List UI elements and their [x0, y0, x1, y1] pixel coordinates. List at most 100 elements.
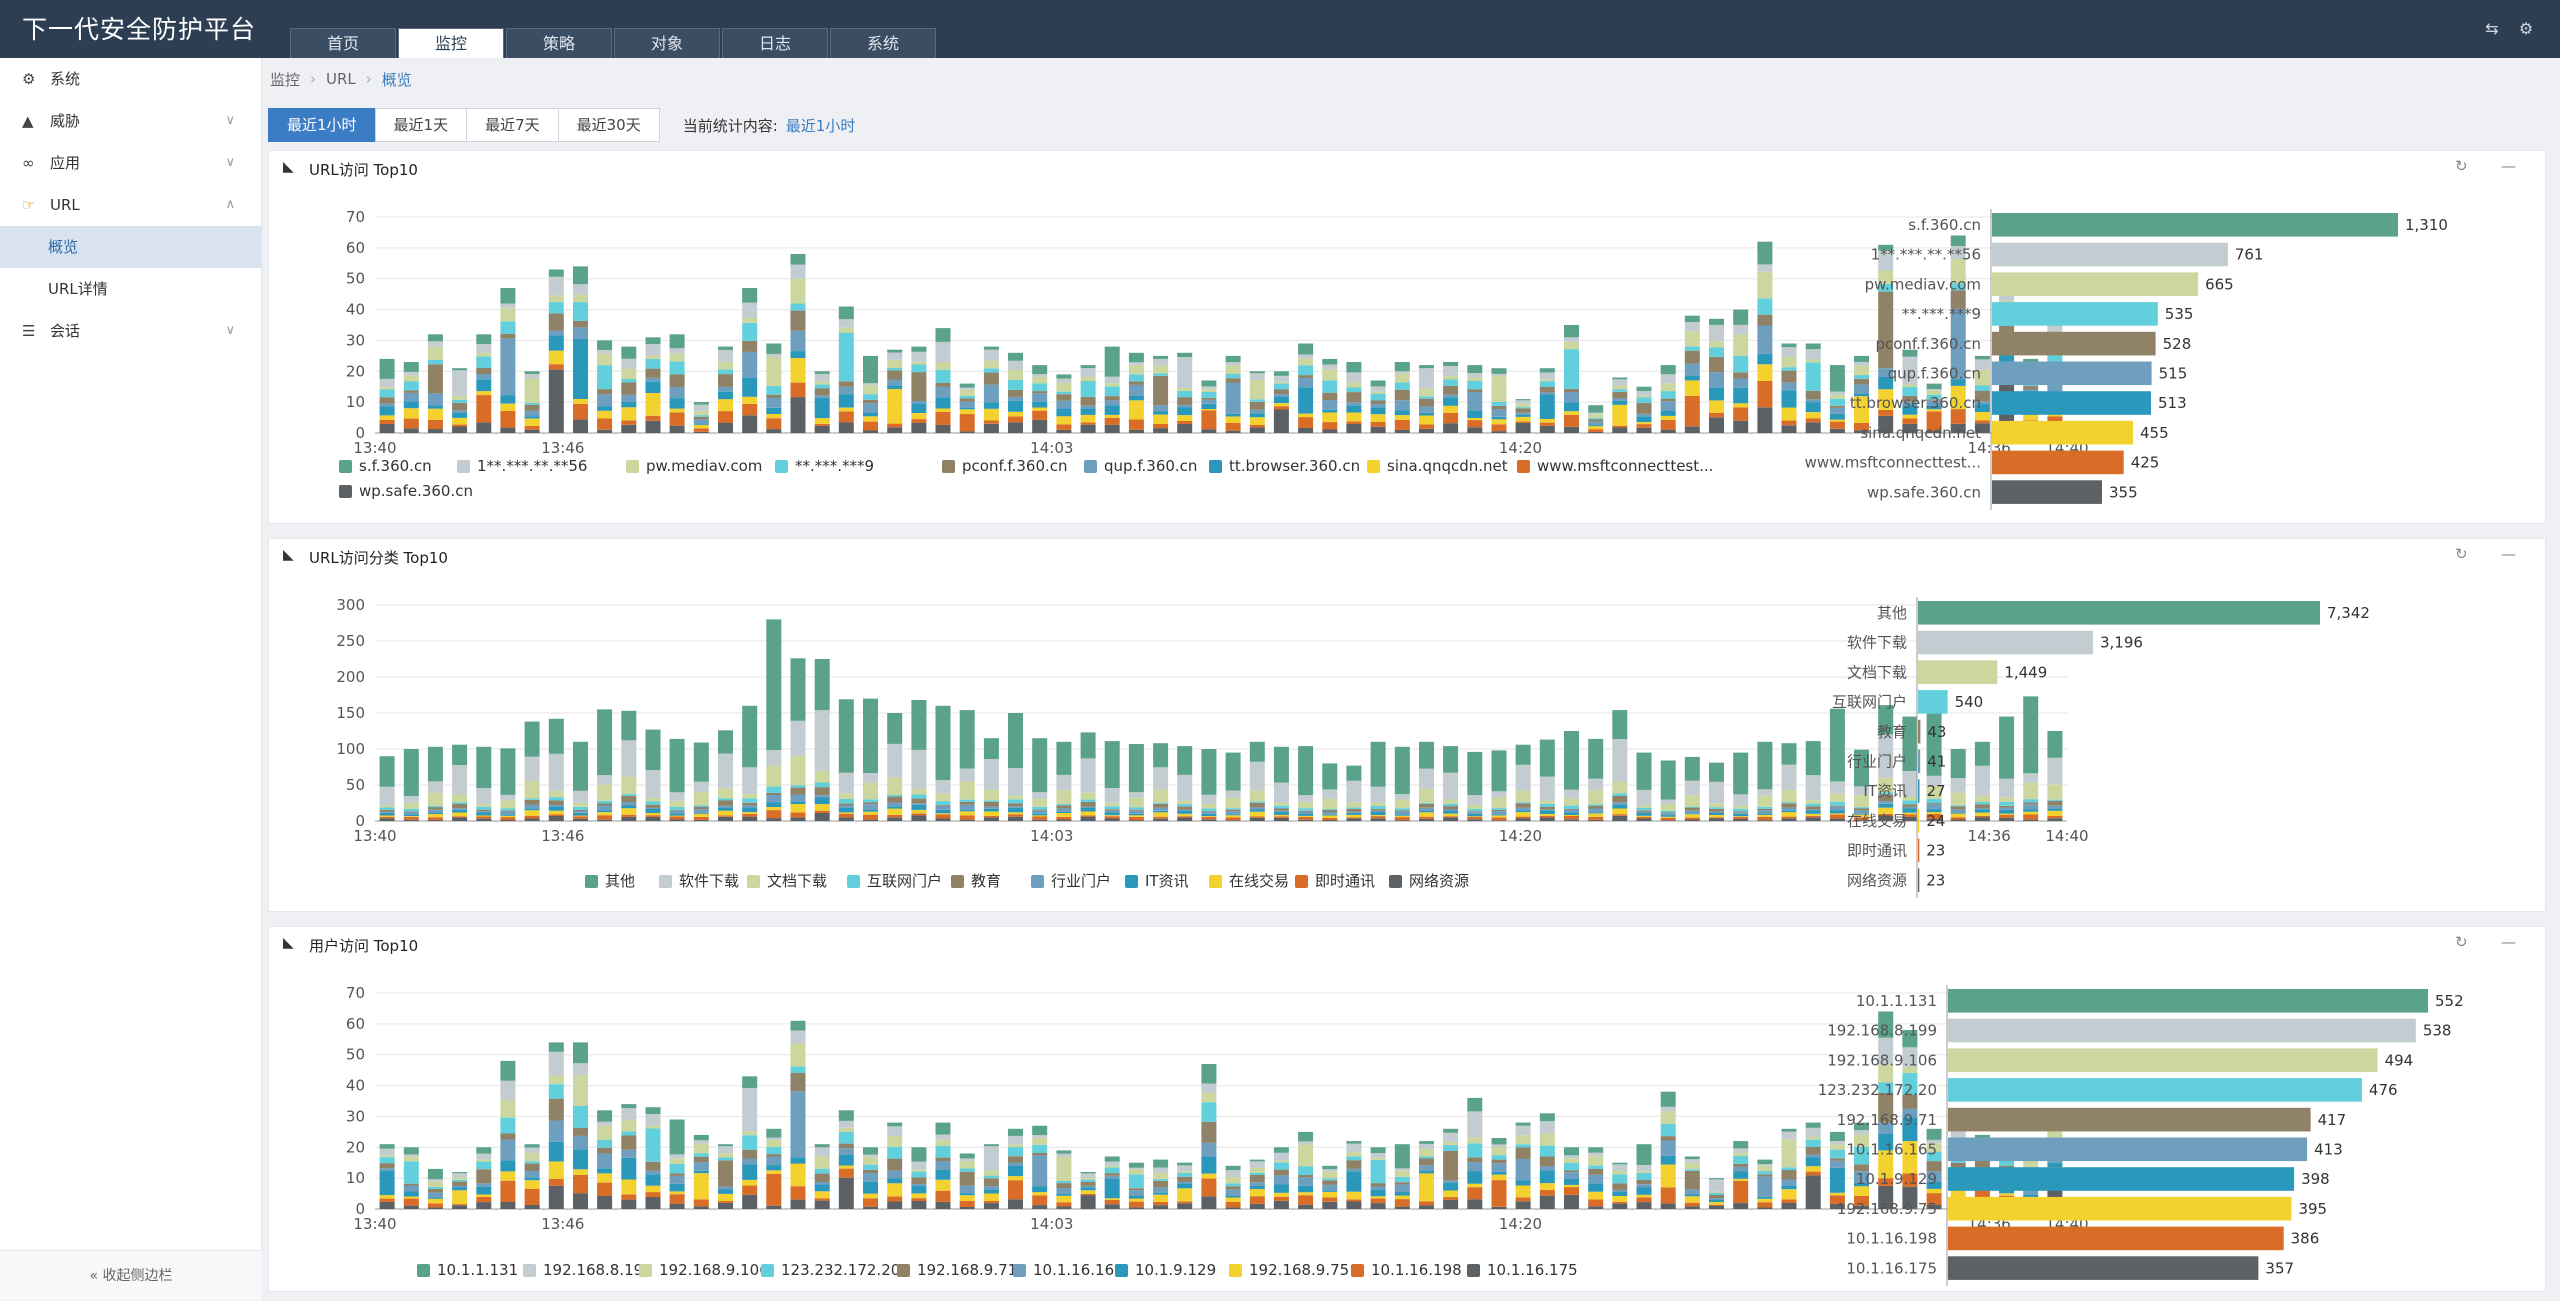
filter-1-hour-button[interactable]: 最近1小时 [268, 108, 376, 142]
bar-segment [766, 802, 782, 807]
tab-monitor[interactable]: 监控 [398, 28, 504, 58]
bar-segment [1153, 1172, 1169, 1180]
bar-segment [2023, 696, 2039, 774]
bar-segment [766, 1154, 782, 1157]
filter-1-day-button[interactable]: 最近1天 [374, 108, 468, 142]
tab-system[interactable]: 系统 [830, 28, 936, 58]
breadcrumb-item[interactable]: 监控 [270, 70, 301, 89]
sidebar-item-threat[interactable]: ▲ 威胁 ∨ [0, 100, 261, 142]
bar-segment [693, 416, 709, 420]
bar-segment [838, 407, 854, 412]
hbar-category-label: 192.168.9.71 [1837, 1111, 1937, 1129]
bar-segment [1805, 1147, 1821, 1155]
bar-segment [645, 729, 661, 770]
bar-segment [1926, 389, 1942, 391]
breadcrumb-item[interactable]: URL [326, 70, 356, 88]
sidebar-item-url[interactable]: ☞ URL ∧ [0, 184, 261, 226]
tab-log[interactable]: 日志 [722, 28, 828, 58]
bar-segment [790, 1066, 806, 1073]
bar-segment [524, 815, 540, 819]
legend-label: 行业门户 [1051, 872, 1111, 890]
bar-segment [959, 1193, 975, 1196]
sidebar-item-system[interactable]: ⚙ 系统 [0, 58, 261, 100]
minimize-icon[interactable]: — [2501, 157, 2516, 175]
stat-label: 当前统计内容: [682, 116, 778, 135]
bar-segment [1757, 353, 1773, 365]
language-icon[interactable]: ⇆ [2485, 19, 2499, 38]
bar-segment [1249, 1172, 1265, 1175]
bar-segment [1781, 1179, 1797, 1186]
bar-segment [1564, 1163, 1579, 1171]
bar-segment [1443, 397, 1459, 406]
bar-segment [983, 759, 999, 790]
bar-segment [1008, 1176, 1023, 1181]
hbar-category-label: www.msftconnecttest... [1805, 454, 1981, 472]
bar-segment [693, 1170, 709, 1174]
legend-swatch [639, 1264, 652, 1277]
filter-7-days-button[interactable]: 最近7天 [466, 108, 559, 142]
tab-object[interactable]: 对象 [614, 28, 720, 58]
bar-segment [1491, 814, 1507, 816]
refresh-icon[interactable]: ↻ [2455, 933, 2468, 951]
bar-segment [500, 1100, 516, 1118]
bar-segment [452, 402, 468, 411]
bar-segment [1225, 815, 1241, 818]
bar-segment [1878, 389, 1894, 410]
bar-segment [1443, 1180, 1459, 1183]
sidebar-item-app[interactable]: ∞ 应用 ∨ [0, 142, 261, 184]
bar-segment [1926, 405, 1942, 410]
refresh-icon[interactable]: ↻ [2455, 157, 2468, 175]
bar-segment [1684, 819, 1700, 821]
bar-segment [1491, 1138, 1507, 1145]
filter-30-days-button[interactable]: 最近30天 [557, 108, 660, 142]
bar-segment [1008, 1135, 1023, 1145]
bar-segment [983, 360, 999, 369]
bar-segment [452, 395, 468, 400]
bar-segment [1515, 764, 1531, 791]
collapse-sidebar-button[interactable]: « 收起侧边栏 [0, 1250, 262, 1300]
bar-segment [1419, 768, 1434, 789]
minimize-icon[interactable]: — [2501, 933, 2516, 951]
bar-segment [1950, 409, 1966, 424]
sliders-icon: ☰ [22, 322, 36, 340]
bar-segment [1757, 1174, 1773, 1177]
chevron-down-icon: ∨ [225, 113, 235, 128]
bar-segment [403, 796, 419, 803]
sidebar-subitem-url-detail[interactable]: URL详情 [48, 280, 108, 298]
bar-segment [1684, 807, 1700, 811]
refresh-icon[interactable]: ↻ [2455, 545, 2468, 563]
bar-segment [1636, 424, 1652, 428]
sidebar-item-session[interactable]: ☰ 会话 ∨ [0, 310, 261, 352]
bar-segment [403, 1191, 419, 1197]
minimize-icon[interactable]: — [2501, 545, 2516, 563]
sidebar-subitem-overview[interactable]: 概览 [0, 226, 261, 268]
bar-segment [1781, 1128, 1797, 1132]
bar-segment [1201, 397, 1217, 400]
tab-home[interactable]: 首页 [290, 28, 396, 58]
bar-segment [887, 1201, 903, 1209]
bar-segment [524, 404, 540, 411]
time-filter-bar: 最近1小时 最近1天 最近7天 最近30天 当前统计内容: 最近1小时 [268, 108, 855, 142]
y-tick-label: 60 [346, 1015, 365, 1033]
bar-segment [1056, 408, 1072, 417]
bar-segment [1298, 1141, 1314, 1145]
hbar-value-label: 1,449 [2004, 663, 2047, 681]
tab-policy[interactable]: 策略 [506, 28, 612, 58]
bar-segment [693, 423, 709, 425]
bar-segment [427, 346, 443, 360]
settings-icon[interactable]: ⚙ [2518, 19, 2534, 38]
bar-segment [548, 816, 564, 821]
bar-segment [1225, 1177, 1241, 1184]
bar-segment [1491, 809, 1507, 812]
bar-segment [645, 1170, 661, 1175]
bar-segment [935, 362, 951, 370]
bar-segment [935, 408, 951, 412]
bar-segment [1249, 401, 1265, 410]
bar-segment [742, 767, 758, 795]
bar-segment [427, 429, 443, 433]
bar-segment [1370, 380, 1386, 387]
bar-segment [1733, 1153, 1749, 1157]
bar-segment [597, 350, 613, 354]
bar-segment [500, 1139, 516, 1161]
bar-segment [500, 1133, 516, 1140]
